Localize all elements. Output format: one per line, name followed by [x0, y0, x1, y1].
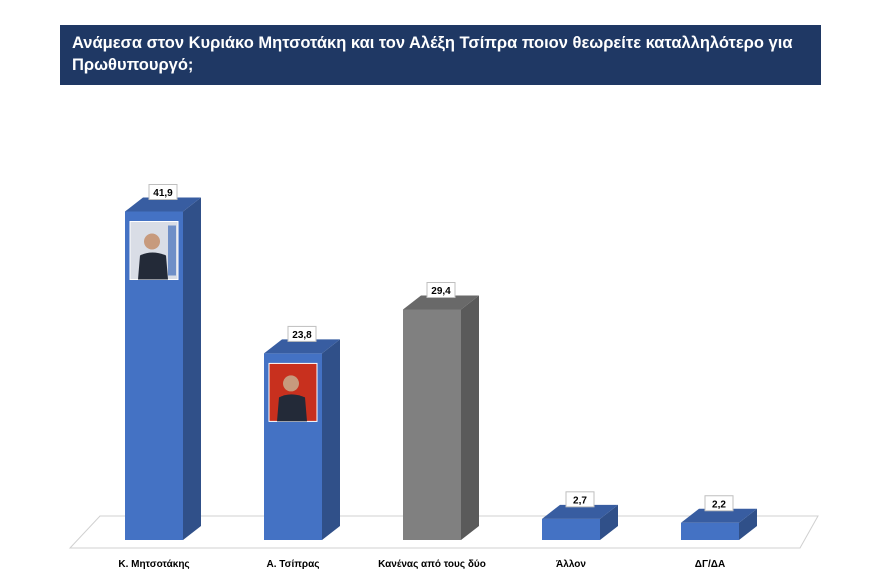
bar-top [264, 339, 340, 354]
bar [542, 518, 600, 540]
bar-top [681, 508, 757, 523]
value-label-box [426, 282, 456, 299]
bar-side [461, 295, 479, 540]
category-label: Κανένας από τους δύο [378, 559, 486, 570]
bar-group: 23,8 Α. Τσίπρας [264, 325, 340, 570]
value-label-box [148, 184, 178, 201]
bar-side [183, 197, 201, 540]
bar [681, 522, 739, 540]
bar-top [403, 295, 479, 310]
bar-top [542, 504, 618, 519]
value-label-box [704, 495, 734, 512]
bar-group: 2,2 ΔΓ/ΔΑ [681, 495, 757, 570]
value-label: 2,2 [712, 499, 726, 510]
bar-group: 2,7 Άλλον [542, 491, 618, 570]
category-label: Κ. Μητσοτάκης [118, 559, 189, 570]
person-head [144, 233, 160, 250]
bar-side [322, 339, 340, 540]
value-label-box [565, 491, 595, 508]
value-label-box [287, 325, 317, 342]
value-label: 2,7 [573, 495, 587, 506]
person-head [283, 375, 299, 392]
category-label: Άλλον [556, 559, 586, 570]
person-body [277, 394, 307, 422]
photo-tsipras [268, 362, 318, 422]
value-label: 41,9 [153, 188, 173, 199]
bar [403, 309, 461, 540]
value-label: 23,8 [292, 330, 312, 341]
chart-title: Ανάμεσα στον Κυριάκο Μητσοτάκη και τον Α… [72, 34, 793, 74]
person-body [138, 252, 168, 280]
bar-top [125, 197, 201, 212]
photo-mitsotakis [129, 221, 179, 281]
value-label: 29,4 [431, 286, 451, 297]
bar-group: 29,4 Κανένας από τους δύο [378, 282, 486, 570]
chart-title-bar: Ανάμεσα στον Κυριάκο Μητσοτάκη και τον Α… [60, 25, 821, 85]
bar-group: 41,9 Κ. Μητσοτάκης [118, 184, 201, 570]
flag-shape [168, 225, 176, 276]
bar-side [739, 508, 757, 540]
category-label: Α. Τσίπρας [267, 559, 320, 570]
bar-side [600, 504, 618, 540]
category-label: ΔΓ/ΔΑ [695, 559, 725, 570]
